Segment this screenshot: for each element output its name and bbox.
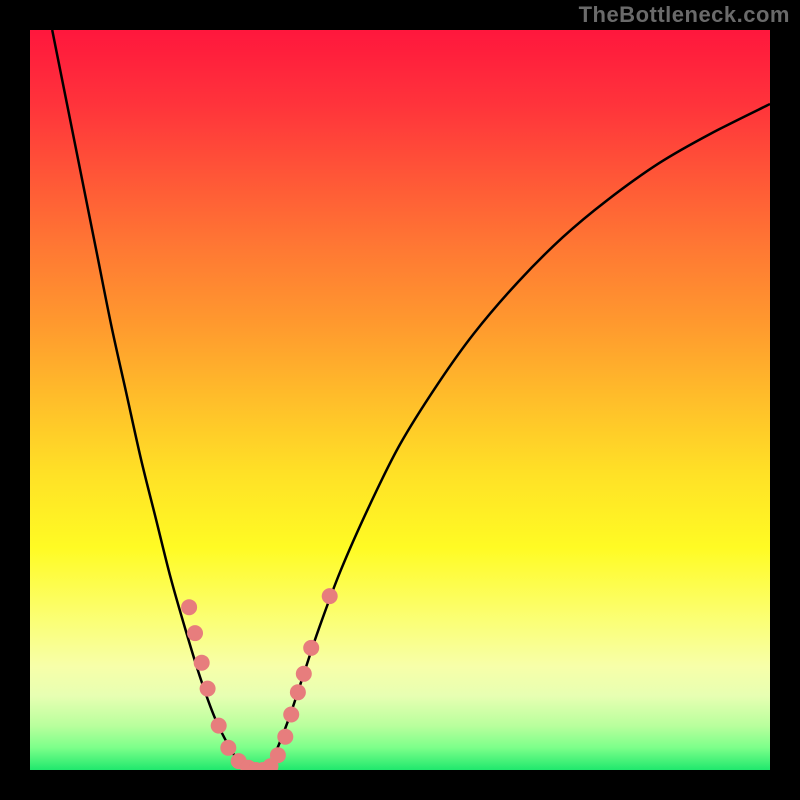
data-marker <box>200 681 216 697</box>
data-marker <box>303 640 319 656</box>
data-marker <box>211 718 227 734</box>
plot-area <box>30 30 770 770</box>
data-marker <box>270 747 286 763</box>
chart-frame: TheBottleneck.com <box>0 0 800 800</box>
left-curve <box>52 30 263 770</box>
right-curve <box>263 104 770 770</box>
data-marker <box>322 588 338 604</box>
data-marker <box>187 625 203 641</box>
chart-svg <box>30 30 770 770</box>
data-marker <box>283 707 299 723</box>
data-marker <box>290 684 306 700</box>
marker-group <box>181 588 338 770</box>
data-marker <box>277 729 293 745</box>
data-marker <box>181 599 197 615</box>
data-marker <box>220 740 236 756</box>
data-marker <box>194 655 210 671</box>
watermark-label: TheBottleneck.com <box>579 2 790 28</box>
data-marker <box>296 666 312 682</box>
